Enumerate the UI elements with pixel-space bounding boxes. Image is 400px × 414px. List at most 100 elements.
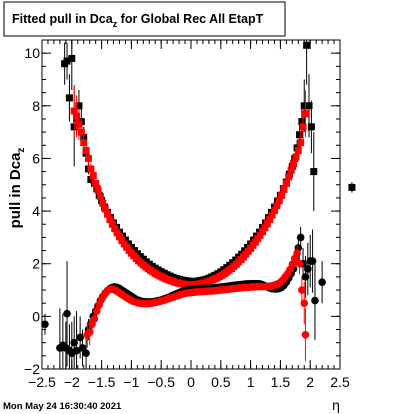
chart-title: Fitted pull in Dcaz for Global Rec All E… <box>12 12 264 29</box>
x-tick-label: 1 <box>247 374 255 390</box>
x-tick-label: 2 <box>306 374 314 390</box>
title-box-border <box>3 1 286 37</box>
data-point <box>292 153 300 161</box>
y-tick-label: 6 <box>32 150 40 166</box>
data-point <box>261 224 269 232</box>
data-point <box>87 175 95 183</box>
x-tick-label: 2.5 <box>330 374 350 390</box>
chart-title-main: Fitted pull in Dca <box>12 12 114 26</box>
x-tick-label: 0.5 <box>211 374 231 390</box>
data-point <box>297 139 305 147</box>
data-point <box>84 154 92 162</box>
data-point <box>266 216 274 224</box>
data-point <box>68 54 76 62</box>
data-point <box>82 147 90 155</box>
chart-title-rest: for Global Rec All EtapT <box>117 12 263 26</box>
data-point <box>300 102 308 110</box>
data-point <box>94 186 102 194</box>
data-point <box>273 202 281 210</box>
x-tick-label: −1 <box>123 374 139 390</box>
series-layer <box>41 40 356 369</box>
title-box: Fitted pull in Dcaz for Global Rec All E… <box>3 1 286 37</box>
x-axis-label: η <box>332 397 340 413</box>
data-point <box>300 299 309 308</box>
data-point <box>301 110 309 118</box>
data-point <box>282 179 290 187</box>
data-point <box>278 191 286 199</box>
data-point <box>108 220 116 228</box>
data-point <box>101 205 109 213</box>
chart-title-subscript: z <box>113 19 118 29</box>
data-point <box>285 173 293 181</box>
data-point <box>294 147 302 155</box>
data-point <box>104 210 112 218</box>
x-tick-label: 1.5 <box>271 374 291 390</box>
data-point <box>256 231 264 239</box>
data-point <box>121 236 129 244</box>
y-tick-label: 10 <box>24 45 40 61</box>
data-point <box>90 315 99 323</box>
data-point <box>63 309 71 318</box>
data-point <box>348 183 356 191</box>
data-point <box>259 228 267 236</box>
data-point <box>75 120 83 128</box>
plot-frame <box>41 39 341 370</box>
x-tick-label: 0 <box>187 374 195 390</box>
data-point <box>92 179 100 187</box>
data-point <box>268 211 276 219</box>
data-point <box>113 229 121 237</box>
data-point <box>311 296 319 305</box>
data-point <box>72 346 81 355</box>
data-point <box>298 118 306 126</box>
data-point <box>263 220 271 228</box>
data-point <box>301 330 310 339</box>
data-point <box>318 278 326 286</box>
y-axis-label-subscript: z <box>16 148 27 153</box>
data-point <box>73 112 81 120</box>
x-tick-label: −2 <box>64 374 80 390</box>
data-point <box>307 123 315 131</box>
data-point <box>65 94 73 102</box>
data-point <box>295 259 304 268</box>
data-point <box>299 123 307 131</box>
series-width-1 <box>70 84 309 289</box>
y-axis-label: pull in Dcaz <box>7 148 27 229</box>
x-tick-label: −2.5 <box>28 374 56 390</box>
data-point <box>310 168 318 176</box>
y-axis-label-main: pull in Dca <box>7 152 24 229</box>
data-point <box>63 57 71 65</box>
data-point <box>115 233 123 241</box>
x-tick-label: −1.5 <box>88 374 116 390</box>
data-point <box>77 128 85 136</box>
data-point <box>89 172 97 180</box>
data-point <box>96 193 104 201</box>
y-tick-label: 8 <box>32 98 40 114</box>
series-mean-3 <box>83 245 310 362</box>
data-point <box>41 320 49 329</box>
data-point <box>275 197 283 205</box>
data-point <box>296 233 305 242</box>
data-point <box>303 41 311 49</box>
data-point <box>280 185 288 193</box>
data-point <box>82 349 90 358</box>
data-point <box>287 166 295 174</box>
data-point <box>305 102 313 110</box>
y-tick-label: −2 <box>24 361 40 377</box>
data-point <box>99 199 107 207</box>
y-tick-label: 2 <box>32 256 40 272</box>
data-point <box>106 216 114 224</box>
data-point <box>70 107 78 115</box>
y-tick-label: 4 <box>32 203 40 219</box>
y-tick-label: 0 <box>32 308 40 324</box>
data-point <box>80 139 88 147</box>
data-point <box>75 102 83 110</box>
data-point <box>295 131 303 139</box>
x-tick-label: −0.5 <box>147 374 175 390</box>
data-point <box>290 160 298 168</box>
timestamp: Mon May 24 16:30:40 2021 <box>3 401 122 412</box>
data-point <box>111 225 119 233</box>
data-point <box>270 207 278 215</box>
data-point <box>87 165 95 173</box>
